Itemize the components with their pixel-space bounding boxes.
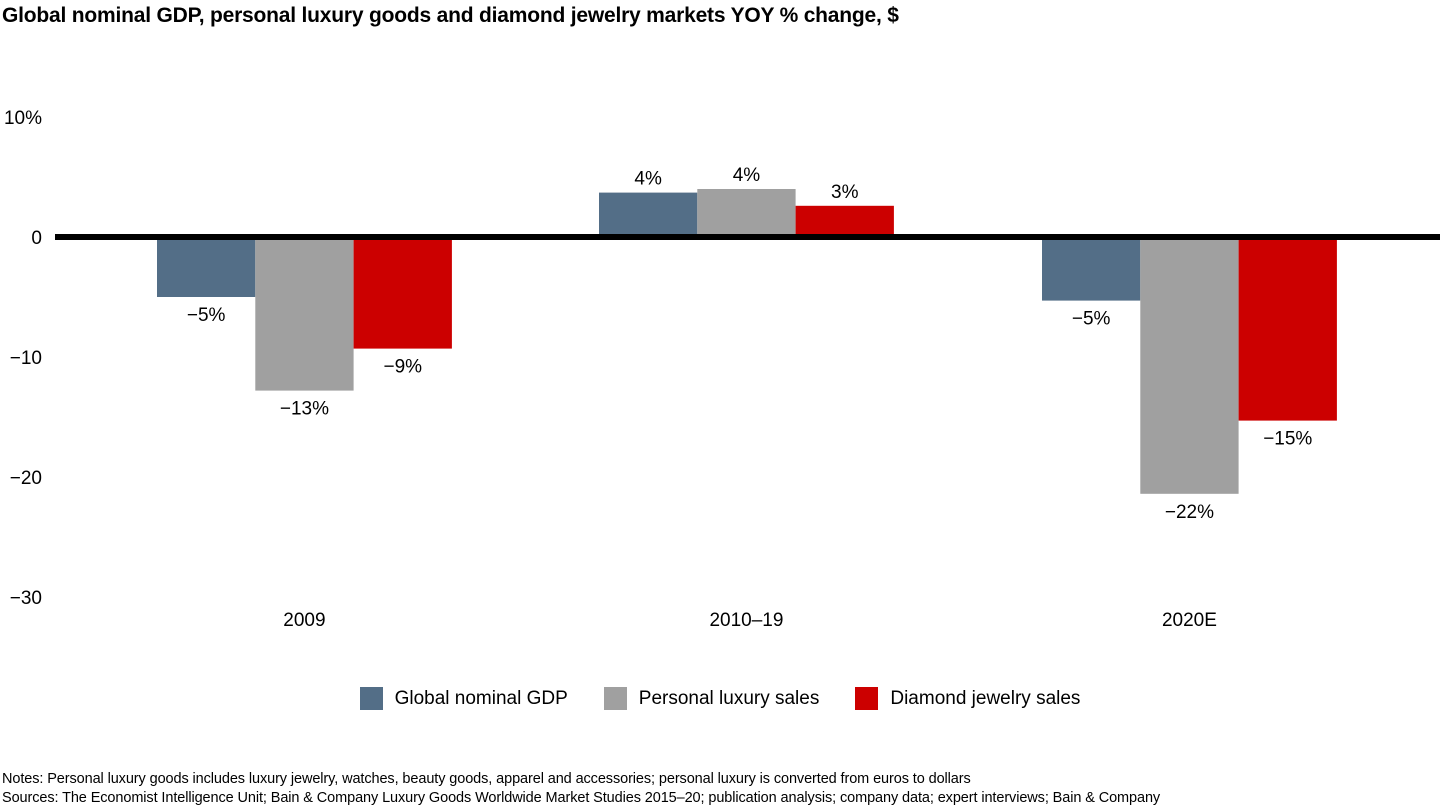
x-axis: 2009 2010–19 2020E	[283, 610, 1217, 631]
legend: Global nominal GDP Personal luxury sales…	[0, 687, 1440, 710]
bar-gdp	[599, 192, 698, 237]
data-label-diamond: −15%	[1263, 429, 1312, 450]
y-tick-label: 10%	[4, 108, 42, 129]
legend-label-gdp: Global nominal GDP	[394, 687, 568, 709]
legend-label-luxury: Personal luxury sales	[638, 687, 820, 709]
legend-swatch-gdp	[359, 687, 383, 710]
data-label-gdp: 4%	[634, 169, 662, 190]
x-tick-label: 2009	[283, 610, 325, 631]
data-label-diamond: 3%	[831, 182, 859, 203]
bar-diamond	[795, 205, 894, 237]
data-label-gdp: −5%	[187, 305, 226, 326]
x-tick-label: 2010–19	[709, 610, 783, 631]
legend-swatch-luxury	[603, 687, 627, 710]
bar-luxury	[1140, 237, 1239, 494]
y-tick-label: −30	[10, 588, 42, 609]
bars	[157, 189, 1337, 494]
x-tick-label: 2020E	[1162, 610, 1217, 631]
bar-gdp	[157, 237, 256, 297]
data-labels: −5% −13% −9% 4% 4% 3% −5% −22% −15%	[187, 165, 1313, 523]
legend-item-gdp: Global nominal GDP	[359, 687, 568, 710]
bar-luxury	[697, 189, 796, 237]
legend-item-luxury: Personal luxury sales	[603, 687, 820, 710]
bar-luxury	[255, 237, 354, 391]
footnotes: Notes: Personal luxury goods includes lu…	[2, 770, 1160, 808]
data-label-luxury: −22%	[1165, 502, 1214, 523]
bar-diamond	[1238, 237, 1337, 421]
data-label-gdp: −5%	[1072, 309, 1111, 330]
data-label-luxury: −13%	[280, 399, 329, 420]
data-label-luxury: 4%	[733, 165, 761, 186]
notes-text: Notes: Personal luxury goods includes lu…	[2, 771, 971, 787]
y-tick-label: −10	[10, 348, 42, 369]
chart-title: Global nominal GDP, personal luxury good…	[2, 4, 899, 27]
sources-text: Sources: The Economist Intelligence Unit…	[2, 790, 1161, 806]
bar-gdp	[1042, 237, 1141, 301]
data-label-diamond: −9%	[383, 357, 422, 378]
y-axis: 10% 0 −10 −20 −30	[4, 108, 42, 609]
y-tick-label: −20	[10, 468, 42, 489]
legend-swatch-diamond	[855, 687, 879, 710]
legend-label-diamond: Diamond jewelry sales	[890, 687, 1081, 709]
bar-chart: 10% 0 −10 −20 −30 2009 2010–19 2020E −5% −13% −9…	[4, 108, 1440, 631]
bar-diamond	[353, 237, 452, 349]
y-tick-label: 0	[31, 228, 42, 249]
legend-item-diamond: Diamond jewelry sales	[855, 687, 1080, 710]
